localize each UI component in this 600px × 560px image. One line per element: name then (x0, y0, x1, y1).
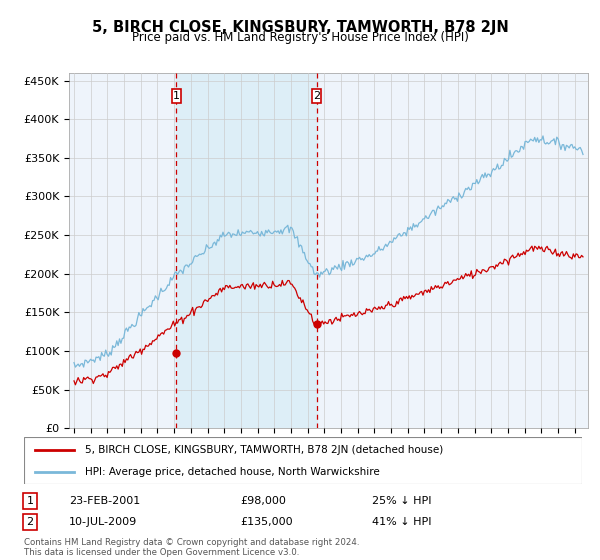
Bar (176, 73, 317, 428)
Text: 23-FEB-2001: 23-FEB-2001 (69, 496, 140, 506)
Text: 2: 2 (26, 517, 34, 527)
Text: 5, BIRCH CLOSE, KINGSBURY, TAMWORTH, B78 2JN (detached house): 5, BIRCH CLOSE, KINGSBURY, TAMWORTH, B78… (85, 445, 443, 455)
Text: £98,000: £98,000 (240, 496, 286, 506)
FancyBboxPatch shape (24, 437, 582, 484)
Text: 10-JUL-2009: 10-JUL-2009 (69, 517, 137, 527)
Text: 41% ↓ HPI: 41% ↓ HPI (372, 517, 431, 527)
Text: 5, BIRCH CLOSE, KINGSBURY, TAMWORTH, B78 2JN: 5, BIRCH CLOSE, KINGSBURY, TAMWORTH, B78… (92, 20, 508, 35)
FancyBboxPatch shape (172, 89, 181, 103)
Text: Contains HM Land Registry data © Crown copyright and database right 2024.
This d: Contains HM Land Registry data © Crown c… (24, 538, 359, 557)
Text: HPI: Average price, detached house, North Warwickshire: HPI: Average price, detached house, Nort… (85, 466, 380, 477)
Text: 25% ↓ HPI: 25% ↓ HPI (372, 496, 431, 506)
FancyBboxPatch shape (312, 89, 321, 103)
Text: 2: 2 (313, 91, 320, 101)
Text: £135,000: £135,000 (240, 517, 293, 527)
Text: 1: 1 (26, 496, 34, 506)
Text: Price paid vs. HM Land Registry's House Price Index (HPI): Price paid vs. HM Land Registry's House … (131, 31, 469, 44)
Text: 1: 1 (173, 91, 180, 101)
